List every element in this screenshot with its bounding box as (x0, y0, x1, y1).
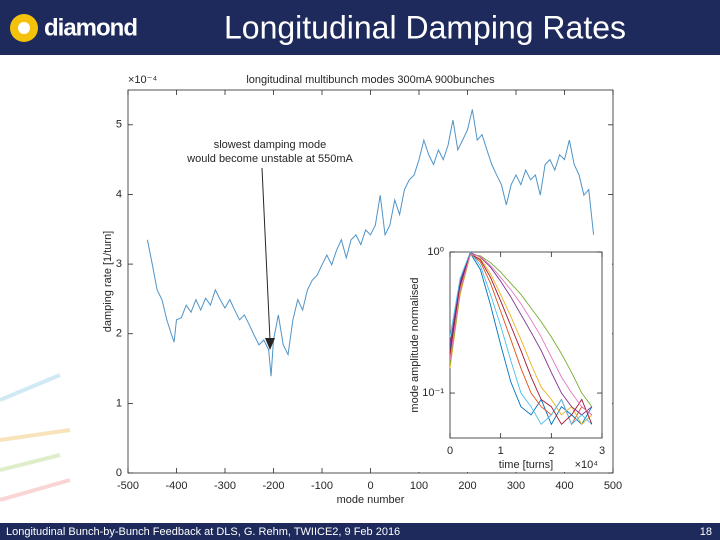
y-axis-label: damping rate [1/turn] (102, 231, 114, 333)
annotation: would become unstable at 550mA (186, 153, 353, 165)
y-tick-label: 3 (116, 258, 122, 270)
y-exponent-label: ×10⁻⁴ (128, 74, 157, 86)
data-line (449, 253, 593, 426)
logo-core (18, 22, 30, 34)
data-line (146, 109, 595, 377)
y-tick-label: 2 (116, 328, 122, 340)
page-number: 18 (700, 526, 712, 538)
x-tick-label: 3 (599, 445, 605, 457)
annotation-arrow (261, 167, 271, 341)
y-tick-label: 1 (116, 397, 122, 409)
data-line (449, 252, 593, 426)
x-tick-label: -400 (165, 480, 187, 492)
x-tick-label: 400 (555, 480, 573, 492)
data-line (449, 252, 593, 416)
x-tick-label: -500 (117, 480, 139, 492)
x-tick-label: 500 (604, 480, 622, 492)
arrow-head (265, 338, 275, 350)
x-tick-label: 0 (447, 445, 453, 457)
x-tick-label: 2 (548, 445, 554, 457)
x-tick-label: -100 (311, 480, 333, 492)
y-tick-label: 4 (116, 188, 122, 200)
data-line (449, 251, 593, 426)
x-tick-label: 0 (367, 480, 373, 492)
footer-text: Longitudinal Bunch-by-Bunch Feedback at … (6, 526, 400, 538)
footer-bar (0, 523, 720, 540)
y-tick-label: 10⁻¹ (422, 387, 444, 399)
x-exponent-label: ×10⁴ (575, 459, 599, 471)
x-tick-label: 200 (458, 480, 476, 492)
plot-area (449, 251, 603, 439)
x-axis-label: time [turns] (499, 459, 553, 471)
x-tick-label: 100 (410, 480, 428, 492)
inset-chart: 0 1 2 3 10⁰ 10⁻¹ time [turns] mode amplitude no… (409, 246, 605, 471)
data-line (449, 253, 593, 416)
y-tick-label: 5 (116, 119, 122, 131)
y-tick-label: 10⁰ (427, 246, 444, 258)
x-tick-label: -300 (214, 480, 236, 492)
y-tick-label: 0 (116, 467, 122, 479)
y-axis-label: mode amplitude normalised (409, 277, 421, 412)
x-tick-label: 1 (498, 445, 504, 457)
streak (0, 373, 61, 402)
streak (0, 453, 61, 472)
header-bar (0, 0, 720, 55)
streak (0, 478, 71, 502)
x-tick-label: -200 (262, 480, 284, 492)
x-axis-label: mode number (337, 494, 405, 506)
decoration (0, 373, 71, 502)
slide-title: Longitudinal Damping Rates (224, 9, 626, 45)
chart-title: longitudinal multibunch modes 300mA 900b… (246, 74, 495, 86)
streak (0, 428, 71, 442)
x-tick-label: 300 (507, 480, 525, 492)
annotation: slowest damping mode (214, 139, 327, 151)
logo-text: diamond (44, 14, 137, 41)
